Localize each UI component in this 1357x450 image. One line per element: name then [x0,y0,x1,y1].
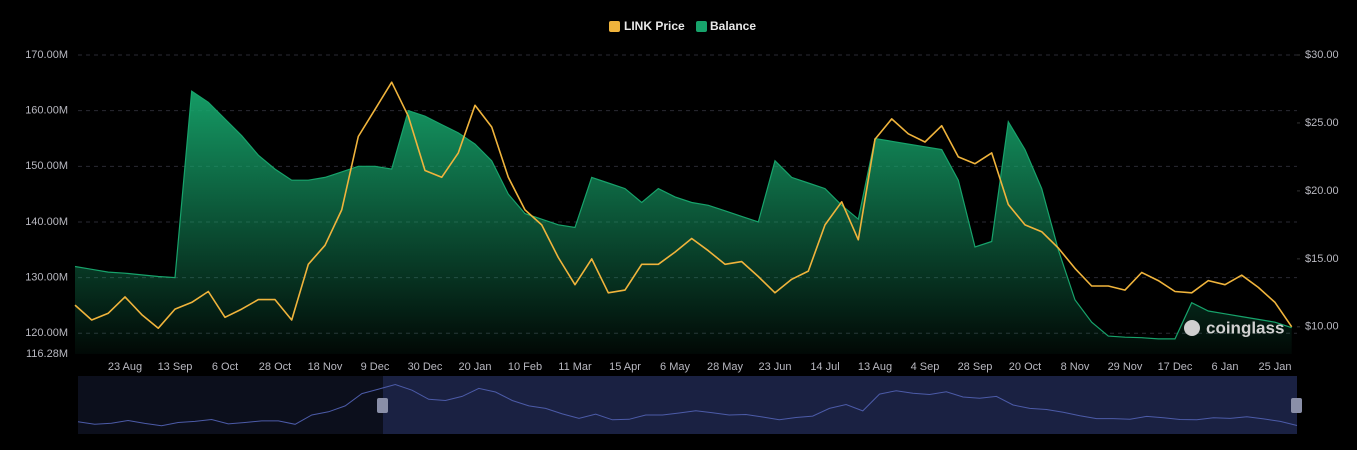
navigator-line [77,383,1298,427]
handle-right[interactable] [1291,398,1302,413]
x-tick-label: 8 Nov [1061,361,1090,373]
x-tick-label: 25 Jan [1258,361,1291,373]
navigator[interactable] [78,376,1297,434]
y2-tick-label: $10.00 [1305,321,1339,333]
x-tick-label: 17 Dec [1158,361,1193,373]
watermark-icon [1184,320,1200,336]
y2-tick-label: $30.00 [1305,49,1339,61]
plot [74,81,1293,354]
y-tick-label: 160.00M [25,105,68,117]
y-tick-label: 140.00M [25,216,68,228]
x-tick-label: 13 Sep [158,361,193,373]
x-tick-label: 11 Mar [558,361,592,373]
x-tick-label: 6 Oct [212,361,238,373]
x-tick-label: 20 Jan [458,361,491,373]
legend-swatch[interactable] [696,21,707,32]
handle-left[interactable] [377,398,388,413]
x-tick-label: 23 Aug [108,361,142,373]
watermark-text: coinglass [1206,318,1284,337]
area [75,91,1292,354]
x-tick-label: 28 Sep [958,361,993,373]
x-tick-label: 20 Oct [1009,361,1041,373]
x-tick-label: 6 Jan [1212,361,1239,373]
x-tick-label: 18 Nov [308,361,343,373]
y2-tick-label: $20.00 [1305,185,1339,197]
x-tick-label: 6 May [660,361,690,373]
x-tick-label: 30 Dec [408,361,443,373]
navigator-line-group [77,383,1298,427]
y-tick-label: 130.00M [25,272,68,284]
legend-label[interactable]: LINK Price [624,19,685,33]
legend-swatch[interactable] [609,21,620,32]
y-tick-label: 116.28M [26,348,68,360]
navigator-handles[interactable] [377,398,1302,413]
x-tick-label: 29 Nov [1108,361,1143,373]
navigator-selection[interactable] [383,376,1297,434]
legend-label[interactable]: Balance [710,19,756,33]
x-tick-label: 14 Jul [810,361,839,373]
y2-tick-label: $15.00 [1305,253,1339,265]
line [74,81,1293,329]
x-tick-label: 9 Dec [361,361,390,373]
x-tick-label: 13 Aug [858,361,892,373]
x-tick-label: 15 Apr [609,361,641,373]
y-tick-label: 120.00M [25,327,68,339]
y-tick-label: 150.00M [25,160,68,172]
y-tick-label: 170.00M [25,49,68,61]
x-tick-label: 28 May [707,361,744,373]
x-tick-label: 4 Sep [911,361,940,373]
x-tick-label: 10 Feb [508,361,542,373]
legend: LINK Price Balance [609,19,756,33]
y2-tick-label: $25.00 [1305,117,1339,129]
watermark: coinglass [1184,318,1284,337]
line [74,90,1292,340]
x-tick-label: 23 Jun [758,361,791,373]
x-tick-label: 28 Oct [259,361,291,373]
